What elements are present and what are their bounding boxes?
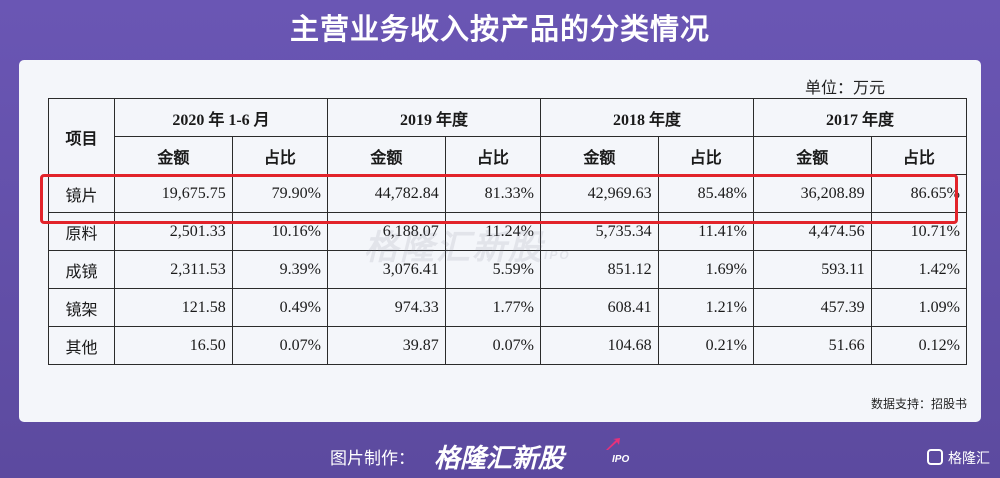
header-row-periods: 项目 2020 年 1-6 月 2019 年度 2018 年度 2017 年度: [48, 98, 968, 175]
share-cell: 11.24%: [444, 212, 541, 251]
unit-label: 单位：万元: [804, 80, 885, 97]
amount-cell: 3,076.41: [326, 250, 446, 289]
amount-header: 金额: [752, 136, 872, 175]
row-label: 其他: [48, 326, 115, 365]
period-header: 2020 年 1-6 月: [114, 98, 328, 137]
item-header: 项目: [48, 98, 115, 175]
row-label: 镜片: [48, 174, 115, 213]
footer: 图片制作： 格隆汇新股 IPO 格隆汇: [0, 436, 1000, 478]
share-cell: 1.09%: [870, 288, 968, 327]
amount-cell: 42,969.63: [539, 174, 659, 213]
amount-header: 金额: [326, 136, 446, 175]
amount-cell: 39.87: [326, 326, 446, 365]
share-cell: 0.21%: [657, 326, 754, 365]
share-cell: 85.48%: [657, 174, 754, 213]
watermark-ipo: IPO: [544, 248, 571, 262]
source-note: 数据支持：招股书: [870, 397, 967, 411]
table-row: 成镜 2,311.53 9.39% 3,076.41 5.59% 851.12 1.69% 5…: [48, 250, 968, 289]
period-header: 2018 年度: [539, 98, 754, 137]
period-header: 2017 年度: [752, 98, 968, 137]
watermark-text: 格隆汇新股: [364, 229, 544, 267]
share-cell: 10.16%: [231, 212, 328, 251]
amount-cell: 44,782.84: [326, 174, 446, 213]
share-cell: 0.07%: [231, 326, 328, 365]
credit-label: 图片制作：: [330, 449, 415, 468]
amount-header: 金额: [539, 136, 659, 175]
share-cell: 5.59%: [444, 250, 541, 289]
page-title: 主营业务收入按产品的分类情况: [289, 14, 710, 46]
share-cell: 86.65%: [870, 174, 968, 213]
table-row: 镜片 19,675.75 79.90% 44,782.84 81.33% 42,969.6…: [48, 174, 968, 213]
share-cell: 81.33%: [444, 174, 541, 213]
share-cell: 0.12%: [870, 326, 968, 365]
amount-cell: 2,311.53: [114, 250, 233, 289]
revenue-table: 项目 2020 年 1-6 月 2019 年度 2018 年度 2017 年度 …: [48, 98, 968, 365]
row-label: 成镜: [48, 250, 115, 289]
logo-text: 格隆汇: [948, 450, 990, 466]
watermark: 格隆汇新股IPO: [364, 220, 571, 269]
period-header: 2019 年度: [326, 98, 541, 137]
amount-cell: 2,501.33: [114, 212, 233, 251]
row-label: 镜架: [48, 288, 115, 327]
amount-cell: 121.58: [114, 288, 233, 327]
amount-cell: 36,208.89: [752, 174, 872, 213]
share-cell: 11.41%: [657, 212, 754, 251]
amount-header: 金额: [114, 136, 233, 175]
table-row: 镜架 121.58 0.49% 974.33 1.77% 608.41 1.21% 457.3…: [48, 288, 968, 327]
share-header: 占比: [231, 136, 328, 175]
amount-cell: 457.39: [752, 288, 872, 327]
amount-cell: 5,735.34: [539, 212, 659, 251]
amount-cell: 974.33: [326, 288, 446, 327]
share-cell: 9.39%: [231, 250, 328, 289]
share-cell: 10.71%: [870, 212, 968, 251]
share-cell: 1.77%: [444, 288, 541, 327]
header-row-metrics: 金额 占比 金额 占比 金额 占比 金额 占比: [49, 136, 968, 175]
amount-cell: 593.11: [752, 250, 872, 289]
share-cell: 1.21%: [657, 288, 754, 327]
table-card: 单位：万元 项目 2020 年 1-6 月 2019 年度 2018 年度 20…: [19, 60, 981, 422]
share-cell: 0.07%: [444, 326, 541, 365]
amount-cell: 6,188.07: [326, 212, 446, 251]
amount-cell: 104.68: [539, 326, 659, 365]
share-header: 占比: [444, 136, 541, 175]
arrow-icon: [606, 438, 620, 450]
amount-cell: 16.50: [114, 326, 233, 365]
share-header: 占比: [870, 136, 968, 175]
gelonghui-logo-icon: [927, 449, 943, 465]
share-cell: 79.90%: [231, 174, 328, 213]
amount-cell: 4,474.56: [752, 212, 872, 251]
table-row: 其他 16.50 0.07% 39.87 0.07% 104.68 0.21% 51.66 0.…: [48, 326, 968, 365]
amount-cell: 608.41: [539, 288, 659, 327]
amount-cell: 19,675.75: [114, 174, 233, 213]
share-cell: 0.49%: [231, 288, 328, 327]
share-cell: 1.69%: [657, 250, 754, 289]
brand-ipo: IPO: [612, 454, 630, 465]
brand-name: 格隆汇新股: [434, 443, 565, 473]
row-label: 原料: [48, 212, 115, 251]
share-header: 占比: [657, 136, 754, 175]
amount-cell: 51.66: [752, 326, 872, 365]
share-cell: 1.42%: [870, 250, 968, 289]
